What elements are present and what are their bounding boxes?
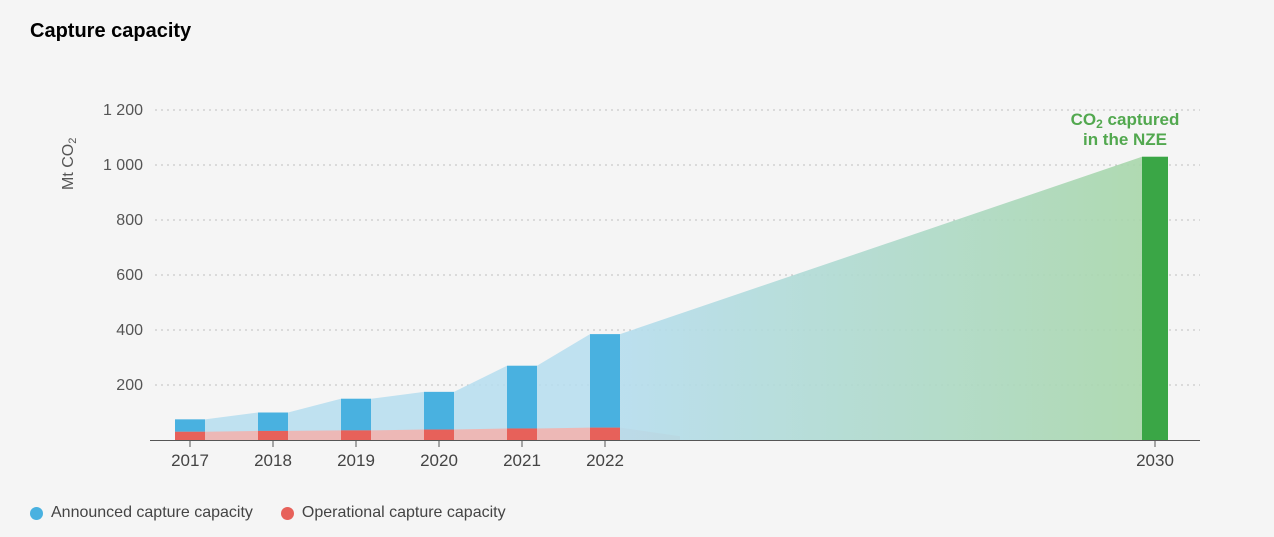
svg-text:2030: 2030 (1136, 451, 1174, 470)
legend-label-announced: Announced capture capacity (51, 504, 253, 522)
legend: Announced capture capacity Operational c… (30, 504, 506, 522)
svg-text:1 200: 1 200 (103, 102, 143, 119)
legend-item-announced: Announced capture capacity (30, 504, 253, 522)
svg-text:400: 400 (116, 322, 143, 339)
legend-swatch-announced (30, 507, 43, 520)
svg-text:2021: 2021 (503, 451, 541, 470)
svg-text:2020: 2020 (420, 451, 458, 470)
svg-text:1 000: 1 000 (103, 157, 143, 174)
chart-title: Capture capacity (30, 20, 191, 43)
svg-text:800: 800 (116, 212, 143, 229)
svg-text:2019: 2019 (337, 451, 375, 470)
chart-container: Mt CO2 2004006008001 0001 20020172018201… (60, 60, 1210, 490)
svg-text:600: 600 (116, 267, 143, 284)
chart-svg: 200 400 600 800 1 000 1 200 2017 2018 2019 2020 20… (60, 60, 1210, 490)
svg-text:2018: 2018 (254, 451, 292, 470)
legend-item-operational: Operational capture capacity (281, 504, 506, 522)
svg-text:2022: 2022 (586, 451, 624, 470)
legend-swatch-operational (281, 507, 294, 520)
legend-label-operational: Operational capture capacity (302, 504, 506, 522)
svg-text:2017: 2017 (171, 451, 209, 470)
svg-text:CO2 capturedin the NZE: CO2 capturedin the NZE (1071, 110, 1180, 149)
svg-text:200: 200 (116, 377, 143, 394)
